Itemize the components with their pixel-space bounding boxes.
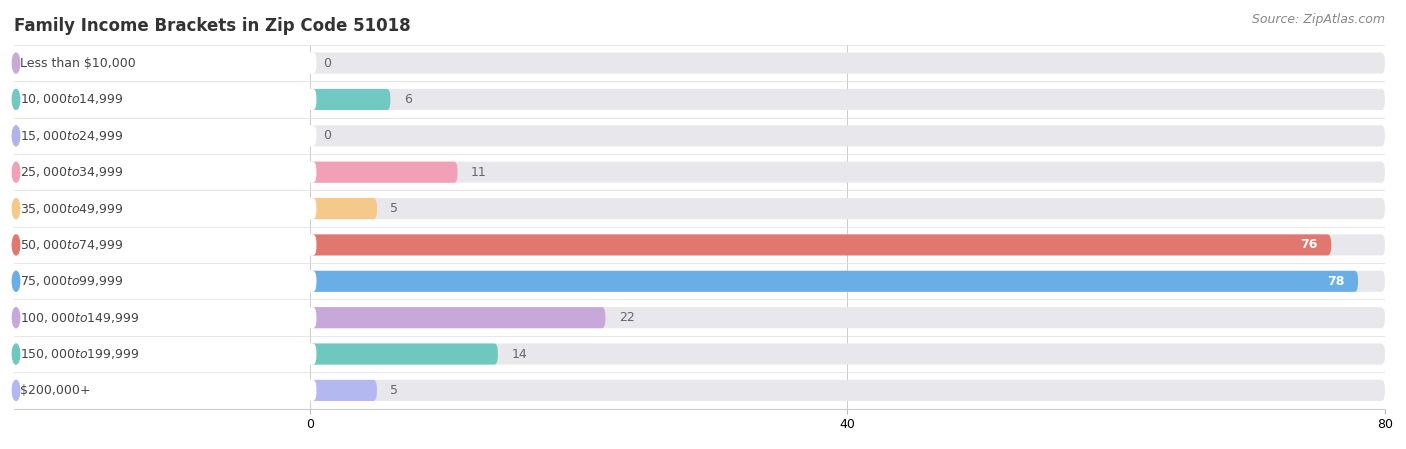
FancyBboxPatch shape	[309, 89, 391, 110]
Circle shape	[13, 162, 20, 182]
Text: Source: ZipAtlas.com: Source: ZipAtlas.com	[1251, 13, 1385, 26]
FancyBboxPatch shape	[309, 343, 498, 365]
Text: $100,000 to $149,999: $100,000 to $149,999	[20, 311, 139, 325]
Text: $50,000 to $74,999: $50,000 to $74,999	[20, 238, 122, 252]
FancyBboxPatch shape	[309, 307, 1385, 328]
FancyBboxPatch shape	[309, 162, 457, 183]
Text: 78: 78	[1327, 275, 1344, 288]
Text: $75,000 to $99,999: $75,000 to $99,999	[20, 274, 122, 288]
FancyBboxPatch shape	[309, 53, 1385, 74]
FancyBboxPatch shape	[309, 307, 606, 328]
Circle shape	[13, 53, 20, 73]
Circle shape	[13, 344, 20, 364]
Circle shape	[13, 271, 20, 291]
Circle shape	[13, 198, 20, 219]
Text: 5: 5	[391, 384, 398, 397]
FancyBboxPatch shape	[309, 380, 1385, 401]
Text: 0: 0	[323, 57, 332, 70]
Text: 5: 5	[391, 202, 398, 215]
FancyBboxPatch shape	[14, 307, 316, 328]
Text: 22: 22	[619, 311, 634, 324]
Circle shape	[13, 89, 20, 110]
Text: $25,000 to $34,999: $25,000 to $34,999	[20, 165, 122, 179]
Circle shape	[13, 126, 20, 146]
FancyBboxPatch shape	[309, 89, 1385, 110]
FancyBboxPatch shape	[309, 198, 377, 219]
FancyBboxPatch shape	[309, 162, 1385, 183]
FancyBboxPatch shape	[14, 271, 316, 292]
Text: $10,000 to $14,999: $10,000 to $14,999	[20, 92, 122, 106]
Text: Less than $10,000: Less than $10,000	[20, 57, 135, 70]
FancyBboxPatch shape	[309, 234, 1331, 255]
FancyBboxPatch shape	[14, 234, 316, 255]
FancyBboxPatch shape	[14, 380, 316, 401]
Text: 0: 0	[323, 129, 332, 142]
FancyBboxPatch shape	[309, 234, 1385, 255]
FancyBboxPatch shape	[14, 198, 316, 219]
FancyBboxPatch shape	[309, 271, 1358, 292]
FancyBboxPatch shape	[14, 162, 316, 183]
Circle shape	[13, 308, 20, 328]
FancyBboxPatch shape	[309, 380, 377, 401]
Circle shape	[13, 235, 20, 255]
FancyBboxPatch shape	[14, 53, 316, 74]
FancyBboxPatch shape	[14, 343, 316, 365]
Text: 76: 76	[1301, 238, 1317, 251]
FancyBboxPatch shape	[309, 198, 1385, 219]
Text: $35,000 to $49,999: $35,000 to $49,999	[20, 202, 122, 216]
Text: Family Income Brackets in Zip Code 51018: Family Income Brackets in Zip Code 51018	[14, 17, 411, 35]
Circle shape	[13, 380, 20, 401]
FancyBboxPatch shape	[309, 125, 1385, 146]
Text: 11: 11	[471, 166, 486, 179]
Text: 6: 6	[404, 93, 412, 106]
Text: $150,000 to $199,999: $150,000 to $199,999	[20, 347, 139, 361]
FancyBboxPatch shape	[309, 343, 1385, 365]
FancyBboxPatch shape	[14, 89, 316, 110]
FancyBboxPatch shape	[309, 271, 1385, 292]
Text: $200,000+: $200,000+	[20, 384, 90, 397]
FancyBboxPatch shape	[14, 125, 316, 146]
Text: $15,000 to $24,999: $15,000 to $24,999	[20, 129, 122, 143]
Text: 14: 14	[512, 348, 527, 361]
